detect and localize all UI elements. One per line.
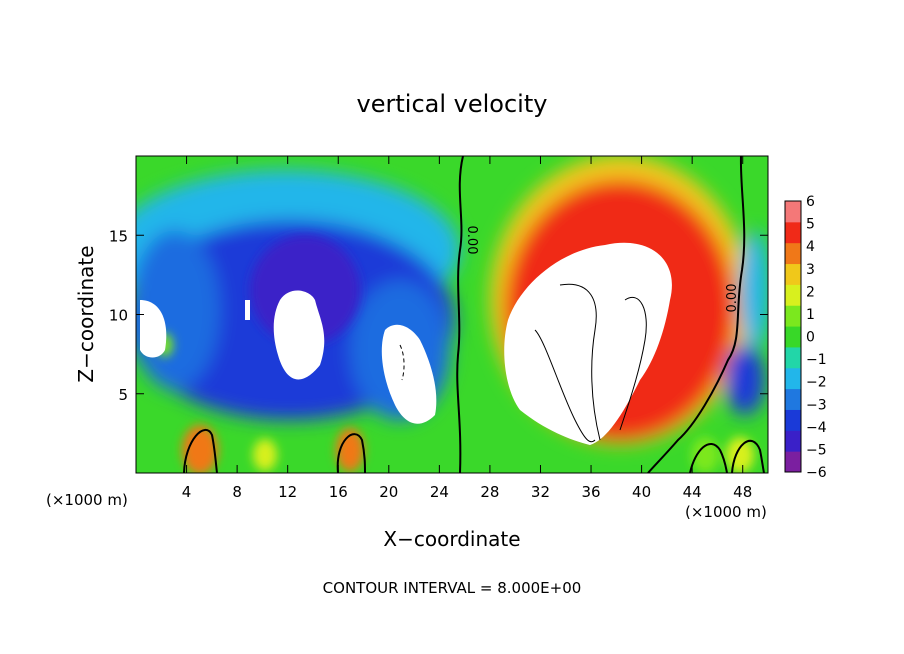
colorbar-segment: [785, 242, 801, 265]
colorbar-segment: [785, 284, 801, 306]
colorbar-segment: [785, 221, 801, 244]
colorbar-segment: [785, 326, 801, 348]
y-axis: 5 10 15: [109, 227, 768, 404]
colorbar-tick-label: 0: [806, 330, 815, 346]
y-tick-label: 5: [118, 386, 128, 404]
colorbar: 6 5 4 3 2 1 0 −1 −2 −3 −4 −5 −6: [784, 194, 827, 481]
colorbar-segment: [785, 346, 801, 369]
y-tick-label: 10: [109, 307, 128, 325]
x-tick-label: 44: [683, 483, 702, 501]
x-tick-label: 40: [632, 483, 651, 501]
colorbar-tick-label: 6: [806, 194, 815, 210]
x-tick-label: 48: [733, 483, 752, 501]
colorbar-segment: [785, 263, 801, 285]
chart-title: vertical velocity: [357, 90, 548, 118]
colorbar-tick-label: −4: [806, 420, 827, 436]
colorbar-tick-label: 1: [806, 307, 815, 323]
colorbar-segment: [785, 451, 801, 473]
contour-label-right: 0.00: [725, 284, 740, 313]
contour-label-left: 0.00: [464, 226, 479, 255]
colorbar-tick-label: 5: [806, 217, 815, 233]
x-tick-label: 32: [531, 483, 550, 501]
colorbar-segment: [785, 305, 801, 327]
x-tick-label: 12: [278, 483, 297, 501]
colorbar-tick-label: 3: [806, 262, 815, 278]
x-tick-label: 16: [329, 483, 348, 501]
y-tick-label: 15: [109, 227, 128, 245]
colorbar-segment: [785, 367, 801, 390]
colorbar-tick-label: −1: [806, 352, 827, 368]
colorbar-tick-label: −5: [806, 442, 827, 458]
x-unit-right: (×1000 m): [685, 503, 767, 521]
x-unit-left: (×1000 m): [46, 491, 128, 509]
y-axis-label: Z−coordinate: [74, 245, 98, 382]
colorbar-tick-label: −3: [806, 397, 827, 413]
footer-note: CONTOUR INTERVAL = 8.000E+00: [323, 579, 582, 597]
colorbar-frame: [784, 200, 802, 473]
colorbar-segment: [785, 388, 801, 410]
heatmap-field: [136, 156, 768, 473]
colorbar-segment: [785, 409, 801, 431]
x-tick-label: 8: [232, 483, 242, 501]
x-tick-label: 20: [379, 483, 398, 501]
colorbar-tick-label: −6: [806, 465, 827, 481]
x-tick-label: 4: [182, 483, 192, 501]
x-tick-label: 24: [430, 483, 449, 501]
x-axis-label: X−coordinate: [383, 527, 520, 551]
x-tick-label: 36: [581, 483, 600, 501]
x-tick-label: 28: [480, 483, 499, 501]
colorbar-tick-label: −2: [806, 375, 827, 391]
colorbar-tick-label: 2: [806, 284, 815, 300]
colorbar-segment: [785, 201, 801, 223]
colorbar-tick-label: 4: [806, 239, 815, 255]
x-axis: 4 8 12 16 20 24 28 32 36 40 44 48: [182, 156, 752, 501]
colorbar-segment: [785, 430, 801, 452]
